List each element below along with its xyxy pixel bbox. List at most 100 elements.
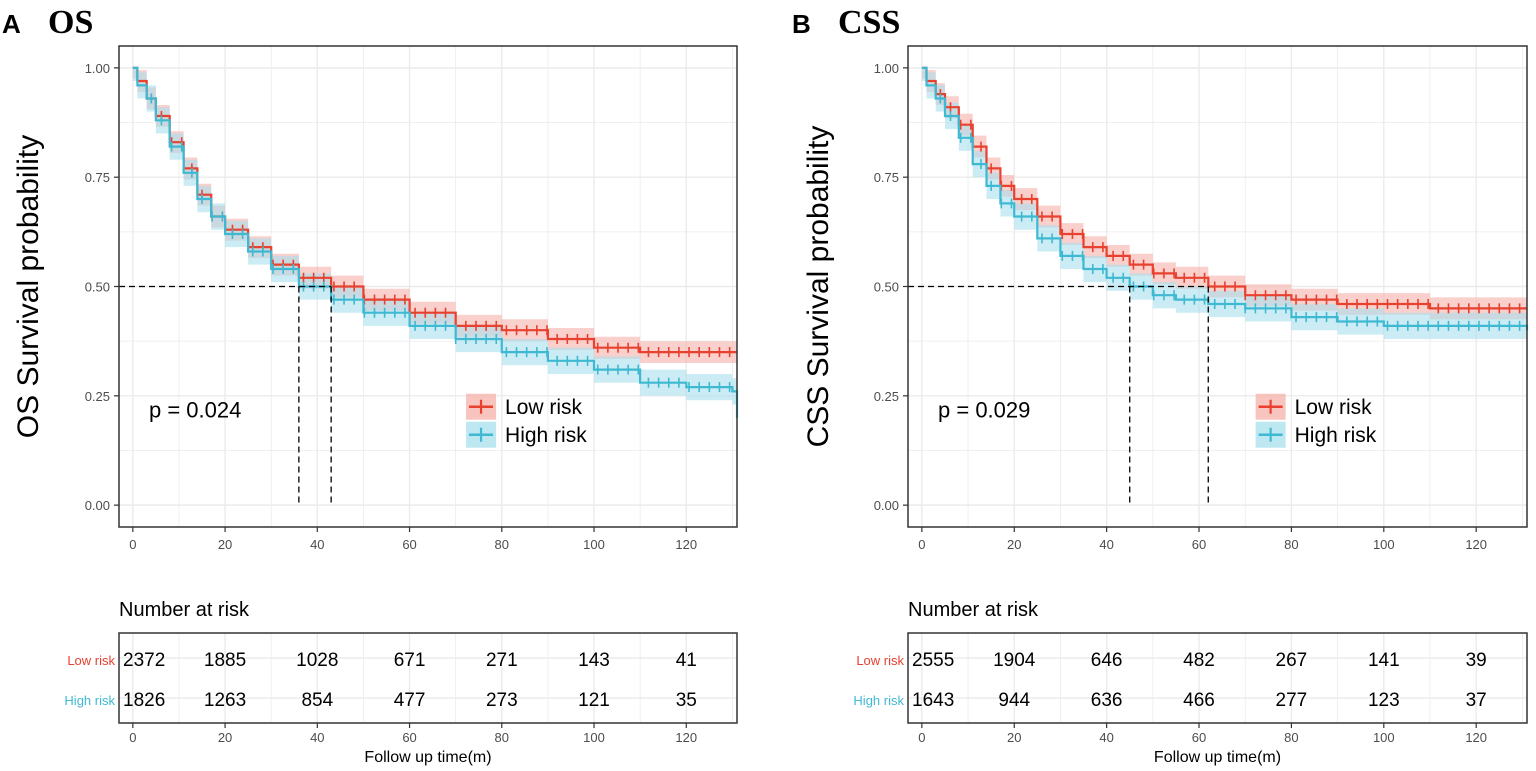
- risk-value: 482: [1183, 650, 1215, 671]
- risk-value: 2555: [912, 650, 954, 671]
- risk-value: 37: [1466, 690, 1487, 711]
- risk-x-tick-label: 80: [495, 730, 509, 745]
- panel-b: B CSS 0.00 0.25 0.50 0.75 1.00 0 20 40 60 80 100 120 C…: [792, 4, 1529, 766]
- y-tick-label: 0.50: [85, 280, 110, 295]
- risk-x-tick-label: 60: [1192, 730, 1206, 745]
- risk-value: 1885: [204, 650, 246, 671]
- risk-value: 141: [1368, 650, 1400, 671]
- risk-value: 277: [1276, 690, 1308, 711]
- legend-label: High risk: [1295, 424, 1377, 447]
- risk-table: Number at risk Low risk 2555 1904 646 482 267 1…: [853, 599, 1528, 766]
- y-tick-label: 0.50: [874, 280, 899, 295]
- risk-value: 121: [578, 690, 610, 711]
- y-tick-label: 0.00: [874, 498, 899, 513]
- x-axis-label: Follow up time(m): [1154, 749, 1281, 766]
- x-tick-label: 100: [1373, 537, 1395, 552]
- y-tick-label: 0.25: [874, 389, 899, 404]
- risk-x-tick-label: 100: [1373, 730, 1395, 745]
- x-tick-label: 20: [218, 537, 232, 552]
- survival-curve-low: [921, 66, 1527, 310]
- panel-a: A OS 0.00 0.25 0.50 0.75 1.00 0 20 40 60 80 100 120 OS…: [2, 4, 739, 766]
- y-axis-label: OS Survival probability: [12, 135, 45, 438]
- y-tick-label: 0.25: [85, 389, 110, 404]
- risk-value: 466: [1183, 690, 1215, 711]
- x-tick-label: 60: [402, 537, 416, 552]
- legend-item-high: High risk: [1255, 421, 1377, 448]
- x-tick-label: 60: [1192, 537, 1206, 552]
- risk-value: 944: [998, 690, 1030, 711]
- risk-value: 646: [1091, 650, 1123, 671]
- x-tick-label: 80: [1284, 537, 1298, 552]
- risk-value: 41: [676, 650, 697, 671]
- panel-title: OS: [48, 4, 93, 41]
- risk-row-label-high: High risk: [64, 693, 115, 708]
- y-tick-label: 1.00: [874, 61, 899, 76]
- survival-curve-high: [921, 66, 1529, 331]
- risk-x-tick-label: 20: [1007, 730, 1021, 745]
- x-tick-label: 20: [1007, 537, 1021, 552]
- panel-title: CSS: [838, 4, 900, 41]
- legend-item-low: Low risk: [466, 393, 583, 420]
- x-axis-label: Follow up time(m): [364, 749, 491, 766]
- y-tick-label: 0.75: [85, 170, 110, 185]
- legend-item-low: Low risk: [1255, 393, 1372, 420]
- p-value: p = 0.024: [149, 398, 241, 423]
- risk-value: 636: [1091, 690, 1123, 711]
- legend-label: Low risk: [505, 396, 583, 419]
- risk-row-label-low: Low risk: [67, 653, 115, 668]
- x-tick-label: 100: [583, 537, 605, 552]
- x-tick-label: 40: [310, 537, 324, 552]
- risk-table: Number at risk Low risk 2372 1885 1028 671 271…: [64, 599, 738, 766]
- risk-x-tick-label: 120: [675, 730, 697, 745]
- risk-row-label-low: Low risk: [856, 653, 904, 668]
- legend-label: High risk: [505, 424, 587, 447]
- y-tick-label: 0.00: [85, 498, 110, 513]
- risk-value: 477: [394, 690, 426, 711]
- risk-x-tick-label: 0: [918, 730, 925, 745]
- x-tick-label: 0: [918, 537, 925, 552]
- risk-table-title: Number at risk: [908, 599, 1039, 621]
- y-tick-label: 1.00: [85, 61, 110, 76]
- risk-value: 671: [394, 650, 426, 671]
- y-tick-label: 0.75: [874, 170, 899, 185]
- risk-value: 271: [486, 650, 518, 671]
- legend-item-high: High risk: [466, 421, 587, 448]
- panel-letter: B: [792, 9, 811, 39]
- risk-x-tick-label: 20: [218, 730, 232, 745]
- confidence-band-high: [132, 67, 738, 431]
- risk-table-title: Number at risk: [119, 599, 250, 621]
- panel-letter: A: [2, 9, 21, 39]
- censor-marks-high: [150, 93, 731, 393]
- risk-x-tick-label: 0: [129, 730, 136, 745]
- y-axis-label: CSS Survival probability: [802, 126, 835, 448]
- risk-value: 1904: [993, 650, 1036, 671]
- risk-value: 1028: [296, 650, 338, 671]
- risk-x-tick-label: 120: [1465, 730, 1487, 745]
- risk-value: 267: [1276, 650, 1308, 671]
- risk-x-tick-label: 80: [1284, 730, 1298, 745]
- risk-x-tick-label: 100: [583, 730, 605, 745]
- risk-value: 854: [301, 690, 333, 711]
- risk-value: 1643: [912, 690, 954, 711]
- risk-x-tick-label: 40: [310, 730, 324, 745]
- x-tick-label: 40: [1099, 537, 1113, 552]
- risk-value: 123: [1368, 690, 1400, 711]
- risk-value: 1263: [204, 690, 246, 711]
- x-tick-label: 120: [675, 537, 697, 552]
- risk-x-tick-label: 40: [1099, 730, 1113, 745]
- survival-curve-high: [132, 66, 739, 418]
- risk-table-frame: [907, 632, 1528, 724]
- risk-value: 35: [676, 690, 697, 711]
- grid-lines: [119, 46, 737, 527]
- p-value: p = 0.029: [938, 398, 1030, 423]
- x-tick-label: 80: [495, 537, 509, 552]
- x-tick-label: 120: [1465, 537, 1487, 552]
- risk-x-tick-label: 60: [402, 730, 416, 745]
- censor-marks-high: [939, 93, 1521, 331]
- risk-value: 273: [486, 690, 518, 711]
- risk-table-frame: [118, 632, 738, 724]
- risk-row-label-high: High risk: [853, 693, 904, 708]
- confidence-band-low: [132, 67, 738, 364]
- risk-value: 39: [1466, 650, 1487, 671]
